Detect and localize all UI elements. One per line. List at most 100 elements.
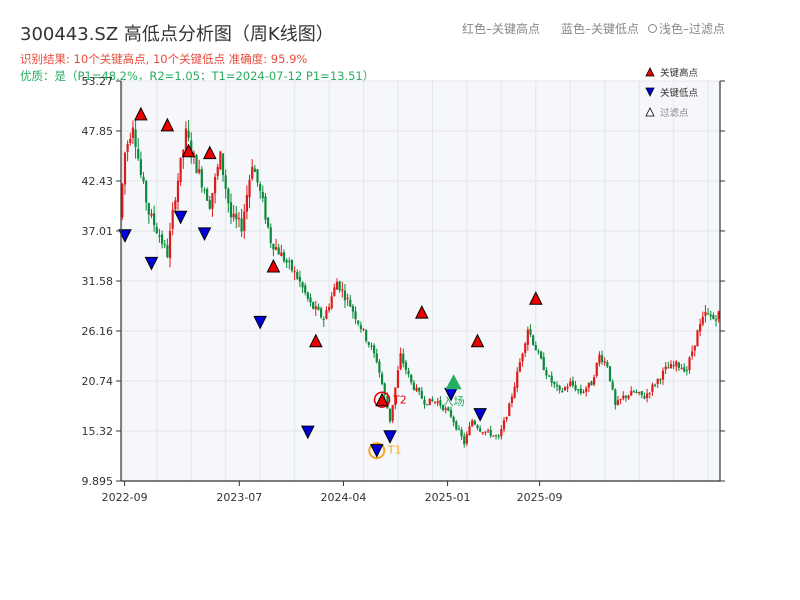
- candle-body: [216, 166, 219, 176]
- candle-body: [264, 196, 267, 220]
- key-high-marker: [266, 258, 281, 273]
- candle-body: [569, 381, 572, 387]
- candle-body: [646, 393, 649, 398]
- candle-body: [370, 345, 373, 347]
- candle-body: [145, 181, 148, 203]
- candle-body: [198, 169, 201, 173]
- candle-body: [248, 179, 251, 198]
- entry-marker: [445, 374, 462, 390]
- candle-body: [410, 374, 413, 383]
- candle-body: [296, 272, 299, 279]
- candle-body: [717, 311, 720, 320]
- candle-body: [624, 395, 628, 398]
- candle-body: [415, 387, 418, 391]
- key-high-marker: [160, 117, 175, 132]
- candle-body: [479, 428, 482, 432]
- candle-body: [518, 362, 521, 372]
- candle-body: [211, 192, 214, 209]
- candle-body: [359, 325, 362, 330]
- y-tick-label: 26.16: [82, 325, 114, 338]
- candle-body: [648, 392, 651, 394]
- candle-body: [582, 391, 585, 393]
- candle-body: [712, 315, 715, 319]
- candle-body: [325, 310, 328, 319]
- candle-body: [561, 390, 564, 392]
- candle-body: [224, 175, 227, 189]
- candle-body: [153, 213, 156, 226]
- legend-hint-gray: 浅色–过滤点: [648, 20, 725, 37]
- candle-body: [362, 328, 365, 330]
- candle-body: [386, 395, 389, 409]
- candle-body: [439, 400, 442, 406]
- candle-body: [630, 391, 633, 396]
- candle-body: [121, 184, 124, 218]
- candle-body: [354, 311, 357, 320]
- candle-body: [465, 434, 468, 444]
- key-low-marker: [253, 315, 267, 330]
- candle-body: [399, 353, 402, 369]
- candle-body: [436, 401, 439, 403]
- candle-body: [526, 329, 529, 345]
- candle-body: [683, 367, 686, 372]
- y-tick-label: 9.895: [82, 475, 114, 488]
- candle-body: [301, 282, 304, 288]
- candle-body: [664, 366, 667, 370]
- grid-lines: [121, 80, 720, 482]
- y-tick-label: 31.58: [82, 275, 114, 288]
- candle-body: [232, 213, 235, 218]
- legend-marker: [645, 107, 655, 117]
- candle-body: [394, 387, 397, 406]
- key-low-marker: [383, 430, 397, 444]
- candle-body: [539, 351, 543, 359]
- candle-body: [669, 363, 673, 369]
- candle-body: [452, 416, 455, 423]
- candle-body: [219, 151, 222, 170]
- candle-body: [484, 431, 487, 433]
- key-high-marker: [470, 333, 485, 348]
- key-high-marker: [375, 392, 389, 407]
- candle-body: [327, 307, 331, 311]
- candle-body: [441, 405, 445, 410]
- candle-body: [404, 362, 408, 370]
- t2-label: T2: [392, 394, 407, 407]
- candle-body: [659, 379, 662, 381]
- candle-body: [510, 396, 514, 403]
- candle-body: [547, 375, 551, 377]
- candle-body: [163, 244, 166, 246]
- candle-body: [651, 384, 654, 392]
- candle-body: [494, 435, 498, 437]
- candle-body: [667, 367, 670, 369]
- candle-body: [187, 130, 190, 138]
- key-high-marker: [134, 106, 148, 121]
- candle-body: [688, 357, 691, 371]
- candle-body: [428, 398, 431, 406]
- candle-body: [611, 381, 614, 390]
- candle-body: [534, 345, 537, 351]
- t2-ring: [373, 391, 391, 408]
- candle-body: [545, 370, 548, 376]
- legend-hint-red: 红色–关键高点: [462, 22, 541, 36]
- candle-body: [341, 289, 344, 291]
- legend-label: 关键低点: [660, 87, 699, 99]
- candle-body: [126, 143, 129, 153]
- candle-body: [306, 292, 309, 299]
- key-low-marker: [369, 444, 384, 458]
- entry-label: 入场: [443, 394, 465, 408]
- candle-body: [603, 361, 606, 363]
- candle-body: [147, 203, 150, 215]
- candle-body: [237, 218, 241, 220]
- candle-body: [585, 388, 588, 392]
- key-low-marker: [301, 425, 315, 440]
- y-tick-label: 20.74: [82, 375, 114, 388]
- candle-body: [595, 362, 598, 376]
- candle-body: [661, 370, 665, 380]
- candle-body: [473, 420, 476, 425]
- candle-body: [378, 361, 381, 373]
- candle-body: [407, 370, 410, 375]
- candle-body: [426, 404, 429, 406]
- candle-body: [158, 235, 161, 237]
- candle-body: [680, 368, 683, 370]
- key-high-marker: [528, 291, 543, 305]
- candle-body: [293, 271, 296, 273]
